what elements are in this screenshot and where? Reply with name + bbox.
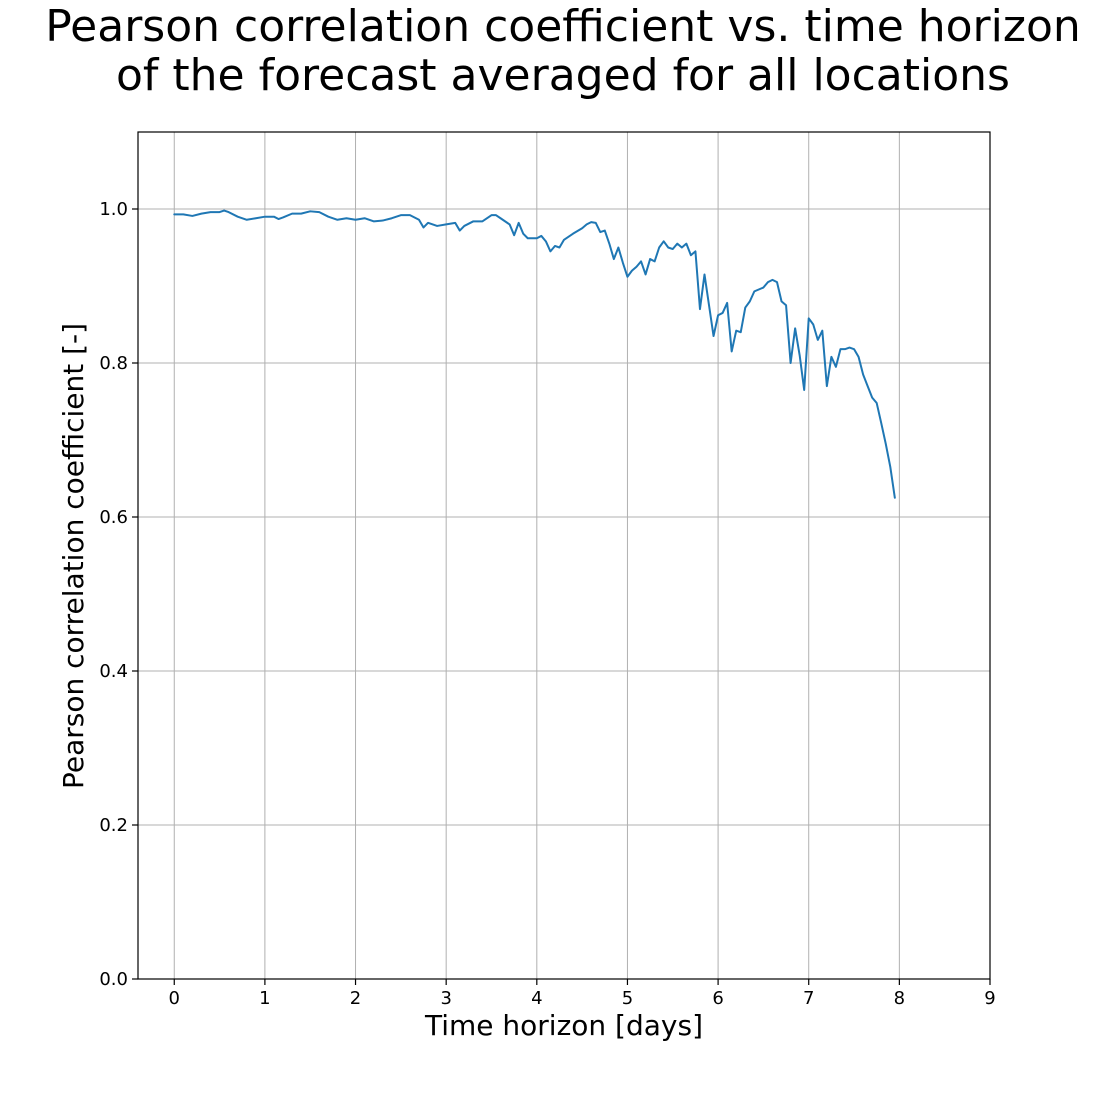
y-tick-label: 1.0 — [99, 199, 128, 220]
x-tick-label: 7 — [803, 988, 814, 1009]
grid-lines — [138, 132, 991, 980]
x-tick-label: 2 — [350, 988, 361, 1009]
axis-ticks: 0 1 2 3 4 5 6 7 8 9 0.0 0.2 0.4 0.6 0.8 1.0 — [99, 199, 995, 1009]
y-tick-label: 0.0 — [99, 969, 128, 990]
y-tick-label: 0.8 — [99, 353, 128, 374]
y-tick-label: 0.4 — [99, 661, 128, 682]
y-tick-label: 0.6 — [99, 507, 128, 528]
y-tick-label: 0.2 — [99, 815, 128, 836]
x-tick-label: 9 — [984, 988, 995, 1009]
x-tick-label: 4 — [531, 988, 542, 1009]
x-tick-label: 8 — [894, 988, 905, 1009]
plot-area-frame — [137, 131, 991, 980]
chart-title-line-1: Pearson correlation coefficient vs. time… — [45, 1, 1081, 52]
x-tick-label: 0 — [169, 988, 180, 1009]
data-series — [173, 209, 896, 499]
series-line — [173, 209, 896, 499]
x-tick-label: 1 — [259, 988, 270, 1009]
x-tick-label: 6 — [712, 988, 723, 1009]
x-tick-label: 5 — [622, 988, 633, 1009]
x-axis-label: Time horizon [days] — [424, 1009, 703, 1042]
chart-title-line-2: of the forecast averaged for all locatio… — [116, 50, 1010, 101]
y-axis-label: Pearson correlation coefficient [-] — [57, 323, 90, 789]
x-tick-label: 3 — [440, 988, 451, 1009]
chart-title: Pearson correlation coefficient vs. time… — [45, 1, 1081, 101]
